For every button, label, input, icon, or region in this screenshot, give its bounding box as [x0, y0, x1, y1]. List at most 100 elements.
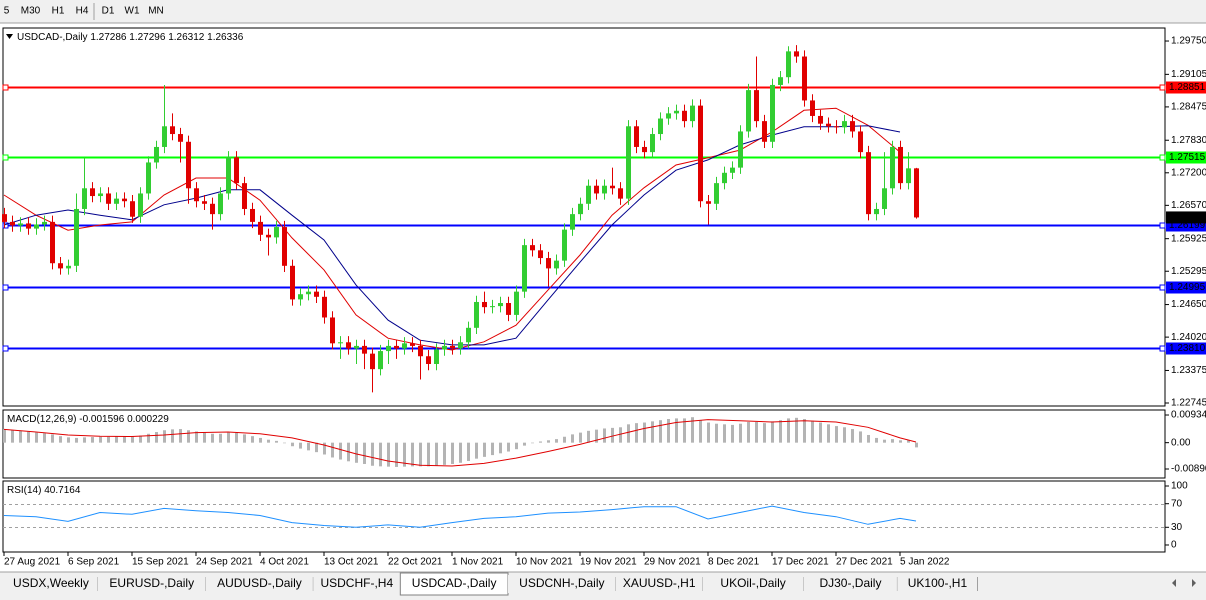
macd-bar: [275, 440, 278, 443]
timeframe-button[interactable]: MN: [148, 6, 164, 17]
macd-bar: [675, 418, 678, 443]
y-tick-label: -0.008900: [1171, 464, 1206, 475]
macd-bar: [699, 420, 702, 443]
candle-body: [706, 201, 711, 204]
macd-bar: [883, 439, 886, 443]
candle-body: [482, 301, 487, 308]
macd-bar: [731, 424, 734, 443]
chart-tab[interactable]: AUDUSD-,Daily: [205, 575, 314, 593]
level-handle[interactable]: [1159, 154, 1166, 161]
candle-body: [850, 121, 855, 132]
indicator-title: MACD(12,26,9): [7, 414, 76, 425]
indicator-line: [3, 505, 917, 528]
y-tick-label: 1.29105: [1171, 69, 1206, 80]
ohlc-value: 1.26336: [207, 32, 244, 43]
tab-bg: [702, 575, 804, 593]
x-tick-label: 29 Nov 2021: [644, 557, 701, 568]
level-handle[interactable]: [1159, 84, 1166, 91]
chart-tab[interactable]: USDX,Weekly: [4, 575, 98, 593]
chart-tab[interactable]: XAUUSD-,H1: [615, 575, 703, 593]
chart-tab[interactable]: USDCNH-,Daily: [508, 575, 616, 593]
chart-tab[interactable]: USDCHF-,H4: [313, 575, 401, 593]
tab-label: USDX,Weekly: [13, 576, 89, 590]
candle-body: [658, 118, 663, 135]
level-handle[interactable]: [2, 284, 9, 291]
indicator-line: [3, 125, 901, 346]
level-handle[interactable]: [1159, 222, 1166, 229]
candle-body: [306, 291, 311, 295]
candle-body: [506, 303, 511, 315]
candle-body: [450, 345, 455, 349]
macd-bar: [579, 432, 582, 443]
macd-bar: [203, 432, 206, 443]
candle-body: [250, 208, 255, 222]
candle-body: [290, 265, 295, 300]
chart-tab[interactable]: EURUSD-,Daily: [97, 575, 206, 593]
macd-bar: [627, 424, 630, 443]
tab-label: UKOil-,Daily: [720, 576, 785, 590]
x-tick-label: 15 Sep 2021: [132, 557, 189, 568]
candle-body: [802, 56, 807, 101]
chart-tab[interactable]: UK100-,H1: [897, 575, 978, 593]
candle-body: [562, 229, 567, 261]
indicator-line: [3, 107, 901, 351]
candle-body: [554, 260, 559, 269]
timeframe-label: W1: [125, 6, 140, 17]
candle-body: [426, 356, 431, 364]
timeframe-button[interactable]: H1: [52, 6, 65, 17]
candle-body: [42, 221, 47, 225]
x-tick-label: 1 Nov 2021: [452, 557, 504, 568]
candle-body: [218, 193, 223, 215]
candle-body: [810, 100, 815, 116]
x-tick-label: 19 Nov 2021: [580, 557, 637, 568]
chart-tab[interactable]: USDCAD-,Daily: [399, 572, 509, 596]
candle-body: [842, 121, 847, 128]
candle-body: [122, 198, 127, 202]
level-handle[interactable]: [2, 154, 9, 161]
macd-bar: [11, 430, 14, 443]
timeframe-button[interactable]: H4: [76, 6, 89, 17]
candle-body: [58, 263, 63, 269]
candle-body: [98, 193, 103, 197]
timeframe-label: H1: [52, 6, 65, 17]
tab-bg: [205, 575, 314, 593]
tab-label: USDCAD-,Daily: [412, 576, 497, 590]
candle-body: [826, 123, 831, 127]
timeframe-button[interactable]: W1: [125, 6, 140, 17]
level-handle[interactable]: [1159, 284, 1166, 291]
level-price-box: [1166, 151, 1206, 164]
y-tick-label: 1.25925: [1171, 233, 1206, 244]
macd-bar: [99, 436, 102, 443]
chart-tab[interactable]: UKOil-,Daily: [702, 575, 804, 593]
candle-body: [634, 126, 639, 147]
y-tick-label: 0.009345: [1171, 410, 1206, 421]
level-handle[interactable]: [1159, 345, 1166, 352]
y-tick-label: 1.24020: [1171, 332, 1206, 343]
timeframe-button[interactable]: M30: [21, 6, 41, 17]
candle-body: [242, 183, 247, 209]
macd-bar: [875, 437, 878, 443]
macd-bar: [107, 436, 110, 443]
level-price-label: 1.24995: [1169, 282, 1206, 293]
indicator-line: [3, 419, 917, 467]
timeframe-button[interactable]: D1: [102, 6, 115, 17]
macd-bar: [163, 430, 166, 443]
symbol-menu-arrow[interactable]: [6, 34, 13, 39]
macd-bar: [35, 432, 38, 443]
candle-body: [682, 110, 687, 122]
candle-body: [786, 51, 791, 78]
macd-bar: [435, 442, 438, 466]
macd-bar: [499, 442, 502, 454]
level-handle[interactable]: [2, 345, 9, 352]
macd-bar: [19, 430, 22, 443]
x-tick-label: 5 Jan 2022: [900, 557, 950, 568]
level-handle[interactable]: [2, 222, 9, 229]
macd-bar: [299, 442, 302, 449]
chart-tab[interactable]: DJ30-,Daily: [803, 575, 898, 593]
macd-bar: [739, 423, 742, 443]
tab-bg: [803, 575, 898, 593]
timeframe-button[interactable]: 5: [4, 6, 10, 17]
macd-bar: [475, 442, 478, 459]
x-tick-label: 13 Oct 2021: [324, 557, 379, 568]
level-handle[interactable]: [2, 84, 9, 91]
